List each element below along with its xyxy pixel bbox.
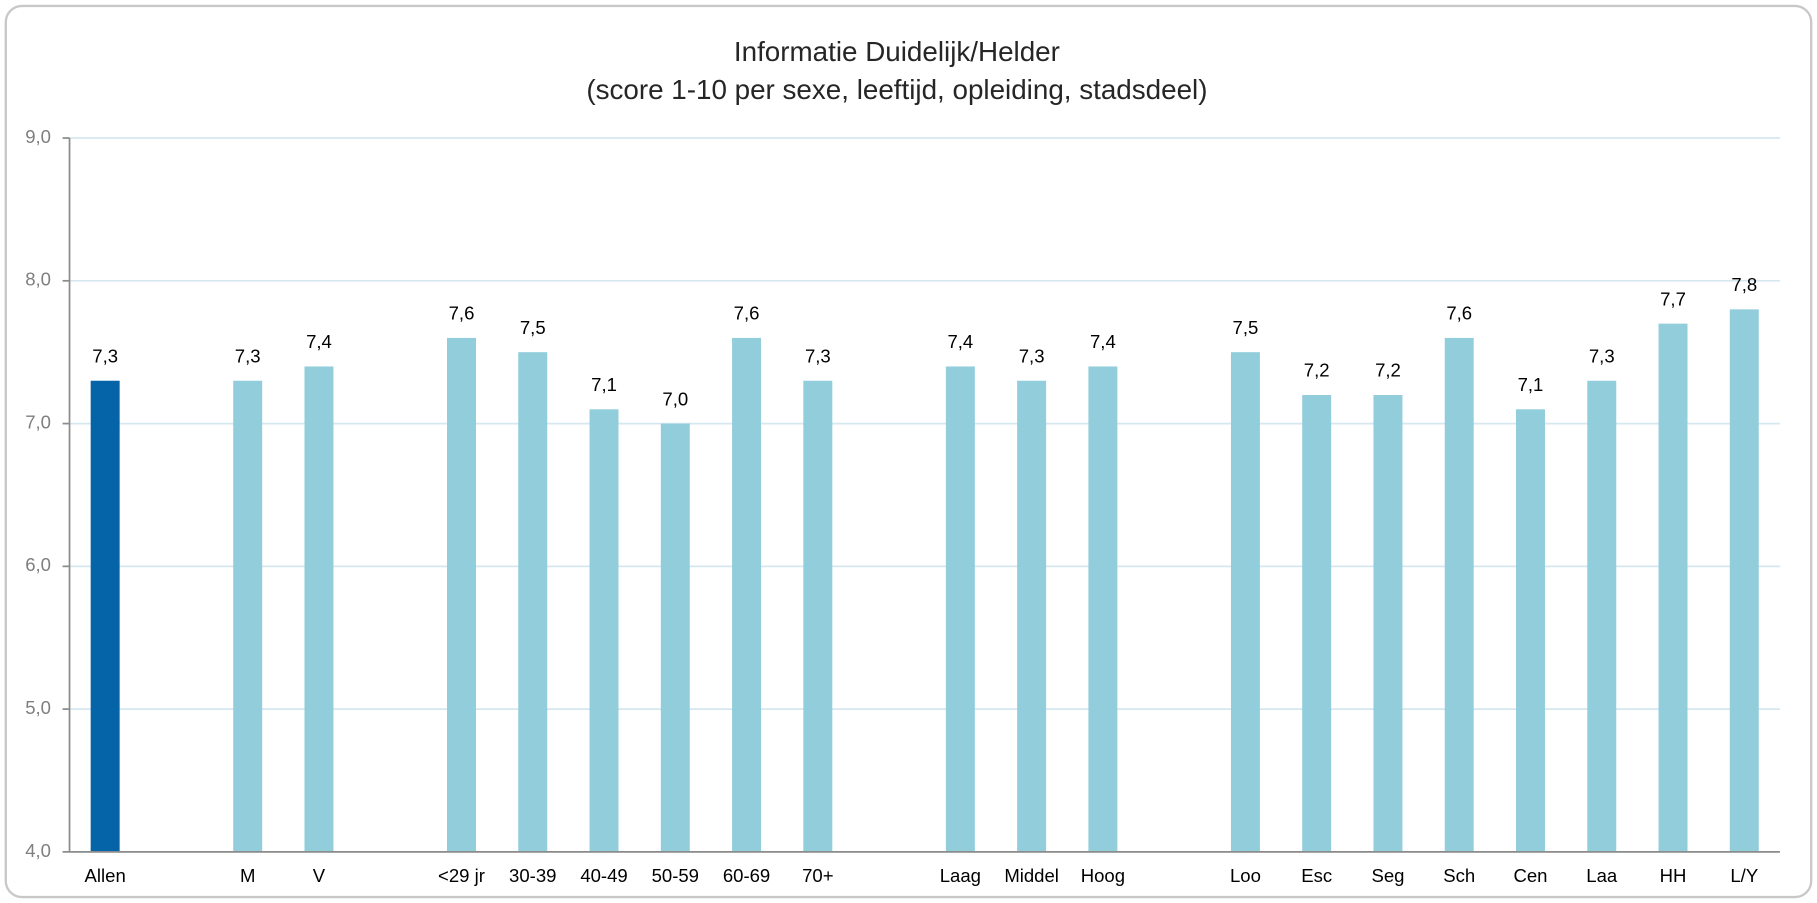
bar xyxy=(1729,309,1759,852)
bar xyxy=(447,337,476,852)
bar xyxy=(233,380,263,852)
bar xyxy=(1587,380,1617,852)
value-label: 7,3 xyxy=(235,345,261,366)
y-tick-label: 4,0 xyxy=(25,840,51,861)
x-tick-label: M xyxy=(240,865,255,886)
bar xyxy=(1230,352,1260,852)
x-tick-label: <29 jr xyxy=(438,865,485,886)
bar xyxy=(589,409,619,852)
y-tick-label: 5,0 xyxy=(25,697,51,718)
value-label: 7,3 xyxy=(805,345,831,366)
bar xyxy=(90,380,120,852)
bar xyxy=(518,352,548,852)
x-tick-label: Sch xyxy=(1443,865,1475,886)
value-label: 7,2 xyxy=(1304,360,1330,381)
value-label: 7,8 xyxy=(1731,274,1757,295)
x-tick-label: Allen xyxy=(85,865,126,886)
x-tick-label: V xyxy=(313,865,326,886)
chart-title: Informatie Duidelijk/Helder xyxy=(734,36,1060,67)
value-label: 7,5 xyxy=(520,317,546,338)
x-tick-label: L/Y xyxy=(1730,865,1758,886)
bar xyxy=(304,366,334,852)
value-label: 7,0 xyxy=(662,388,688,409)
value-label: 7,2 xyxy=(1375,360,1401,381)
x-tick-label: HH xyxy=(1660,865,1687,886)
value-label: 7,1 xyxy=(1518,374,1544,395)
value-label: 7,3 xyxy=(1019,345,1045,366)
y-tick-label: 8,0 xyxy=(25,269,51,290)
value-label: 7,1 xyxy=(591,374,617,395)
value-label: 7,7 xyxy=(1660,288,1686,309)
bar xyxy=(1017,380,1047,852)
x-tick-label: 50-59 xyxy=(652,865,699,886)
bar xyxy=(660,423,690,852)
value-label: 7,3 xyxy=(92,345,118,366)
x-tick-label: Laa xyxy=(1586,865,1618,886)
marks xyxy=(90,309,1759,852)
bar xyxy=(803,380,833,852)
x-tick-label: Middel xyxy=(1004,865,1059,886)
value-label: 7,6 xyxy=(734,303,760,324)
x-tick-label: Esc xyxy=(1301,865,1332,886)
bar xyxy=(1373,395,1403,852)
chart-subtitle: (score 1-10 per sexe, leeftijd, opleidin… xyxy=(586,74,1207,105)
bar xyxy=(1302,395,1332,852)
bar xyxy=(1658,323,1688,852)
x-tick-label: 40-49 xyxy=(580,865,627,886)
x-tick-label: 70+ xyxy=(802,865,833,886)
bar xyxy=(732,337,762,852)
value-label: 7,4 xyxy=(1090,331,1116,352)
x-tick-label: Loo xyxy=(1230,865,1261,886)
x-tick-label: Seg xyxy=(1371,865,1404,886)
value-label: 7,6 xyxy=(449,303,475,324)
y-tick-label: 7,0 xyxy=(25,411,51,432)
x-tick-label: 30-39 xyxy=(509,865,556,886)
x-tick-label: Hoog xyxy=(1081,865,1125,886)
value-label: 7,6 xyxy=(1446,303,1472,324)
value-label: 7,4 xyxy=(306,331,332,352)
value-label: 7,5 xyxy=(1233,317,1259,338)
value-label: 7,4 xyxy=(947,331,973,352)
bar xyxy=(1444,337,1474,852)
bar xyxy=(945,366,975,852)
bar xyxy=(1088,366,1118,852)
y-tick-label: 6,0 xyxy=(25,554,51,575)
x-tick-label: Cen xyxy=(1513,865,1547,886)
value-label: 7,3 xyxy=(1589,345,1615,366)
y-tick-label: 9,0 xyxy=(25,126,51,147)
bar xyxy=(1516,409,1545,852)
x-tick-label: Laag xyxy=(940,865,981,886)
x-tick-label: 60-69 xyxy=(723,865,770,886)
